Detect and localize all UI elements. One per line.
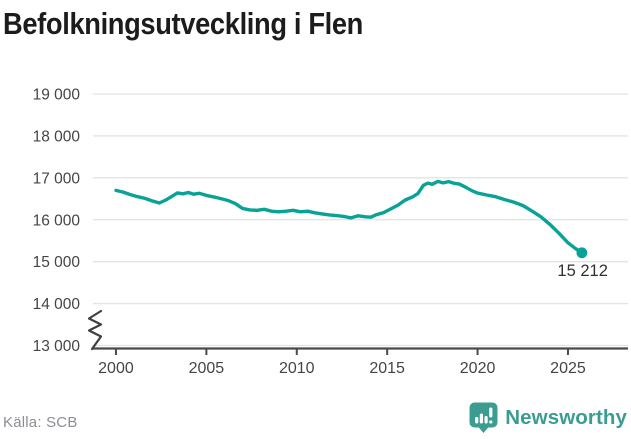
x-axis-tick-label: 2015 bbox=[369, 360, 405, 377]
x-axis-tick-label: 2010 bbox=[279, 360, 315, 377]
x-axis-tick-label: 2025 bbox=[550, 360, 586, 377]
y-axis-tick-label: 19 000 bbox=[33, 87, 81, 104]
source-note: Källa: SCB bbox=[3, 414, 78, 431]
population-line bbox=[114, 179, 584, 255]
y-axis-tick-label: 18 000 bbox=[33, 128, 81, 145]
newsworthy-wordmark: Newsworthy bbox=[505, 405, 627, 429]
x-axis-tick-label: 2020 bbox=[460, 360, 496, 377]
y-axis-tick-label: 17 000 bbox=[33, 170, 81, 187]
newsworthy-logo: Newsworthy bbox=[469, 402, 627, 433]
y-axis-tick-label: 16 000 bbox=[33, 212, 81, 229]
x-axis-tick-label: 2000 bbox=[98, 360, 134, 377]
page-title: Befolkningsutveckling i Flen bbox=[3, 6, 364, 41]
newsworthy-bars-icon bbox=[469, 402, 498, 433]
y-axis-tick-label: 14 000 bbox=[33, 296, 81, 313]
y-axis-tick-label: 13 000 bbox=[33, 338, 81, 355]
axis-break-icon bbox=[87, 309, 103, 351]
last-value-label: 15 212 bbox=[557, 262, 607, 280]
x-axis-tick-label: 2005 bbox=[189, 360, 225, 377]
y-axis-tick-label: 15 000 bbox=[33, 254, 81, 271]
last-point-marker bbox=[576, 247, 588, 259]
